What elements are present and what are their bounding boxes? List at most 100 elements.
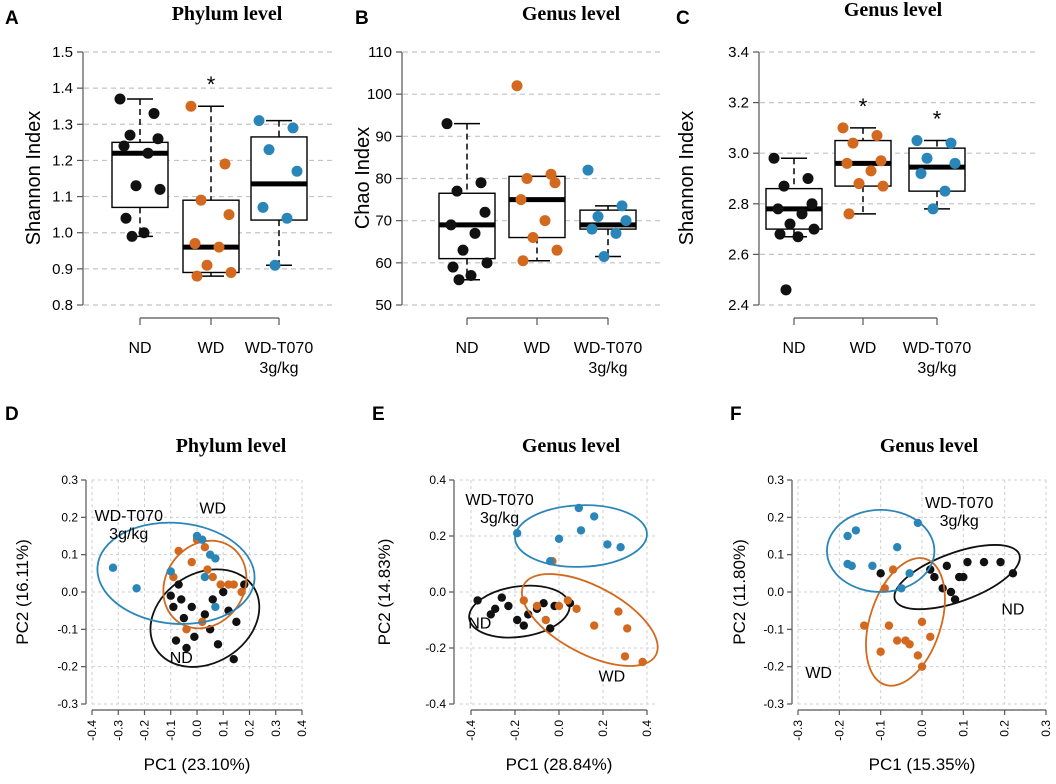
data-point: [225, 266, 237, 278]
data-point: [913, 651, 923, 660]
group-label: ND: [170, 650, 193, 667]
y-axis-label: PC2 (14.83%): [375, 539, 394, 646]
category-label: WD: [850, 340, 877, 357]
data-point: [171, 636, 181, 645]
data-point: [519, 621, 528, 630]
y-tick-label: 60: [375, 255, 392, 272]
data-point: [479, 206, 491, 218]
x-tick-label: -0.1: [874, 720, 888, 741]
data-point: [200, 610, 210, 619]
data-point: [515, 194, 527, 206]
data-point: [963, 557, 972, 567]
group-label: WD: [805, 665, 832, 682]
category-label-line: ND: [128, 340, 151, 357]
category-label: WD-T070 3g/kg: [903, 340, 972, 377]
category-label-line: WD-T070: [245, 340, 314, 357]
data-point: [572, 604, 581, 613]
group-label-line: 3g/kg: [109, 526, 148, 543]
y-tick-label: 3.0: [728, 145, 749, 162]
data-point: [623, 624, 632, 633]
data-point: [938, 584, 947, 593]
data-point: [519, 596, 528, 605]
y-tick-label: -0.1: [57, 622, 78, 636]
data-point: [511, 80, 523, 92]
category-label-line: 3g/kg: [259, 360, 298, 377]
data-point: [213, 640, 223, 649]
data-point: [527, 232, 539, 244]
y-tick-label: 1.0: [52, 225, 73, 242]
panel-title: Genus level: [522, 435, 621, 457]
panel-title: Genus level: [880, 435, 979, 457]
data-point: [213, 241, 225, 253]
y-tick-label: 0.0: [61, 585, 78, 599]
y-tick-label: 1.1: [52, 189, 73, 206]
x-tick-label: -0.4: [464, 720, 478, 741]
y-tick-label: 0.1: [767, 548, 784, 562]
data-point: [187, 557, 196, 567]
panel-title: Phylum level: [176, 435, 287, 457]
data-point: [549, 177, 561, 189]
data-point: [859, 621, 869, 630]
data-point: [884, 621, 894, 630]
data-point: [843, 208, 855, 220]
data-point: [132, 584, 141, 593]
data-point: [198, 535, 207, 544]
data-point: [504, 601, 513, 611]
group-label-line: WD-T070: [465, 492, 534, 509]
y-axis-label: PC2 (11.80%): [730, 539, 749, 645]
category-label-line: WD-T070: [574, 340, 643, 357]
data-point: [778, 180, 790, 192]
data-point: [481, 257, 493, 269]
data-point: [142, 147, 154, 159]
data-point: [868, 561, 877, 571]
x-tick-label: -0.2: [508, 720, 522, 741]
data-point: [216, 580, 225, 589]
confidence-ellipse: [826, 508, 936, 593]
confidence-ellipse: [162, 539, 248, 630]
data-point: [445, 219, 457, 231]
data-point: [959, 572, 968, 582]
data-point: [808, 223, 820, 235]
x-tick-label: -0.4: [85, 720, 99, 741]
y-tick-label: 0.1: [61, 548, 78, 562]
data-point: [911, 135, 923, 147]
data-point: [888, 565, 898, 574]
data-point: [917, 662, 927, 671]
x-tick-label: 0.0: [915, 720, 929, 737]
y-tick-label: 70: [375, 213, 392, 230]
panel-title: Genus level: [844, 0, 943, 21]
group-label: WD: [598, 669, 625, 686]
data-point: [237, 587, 246, 597]
y-tick-label: -0.3: [57, 697, 78, 711]
panel-b: B Genus level Chao Index 50 60 70 80 90 100 110 ND…: [352, 3, 663, 377]
data-point: [108, 563, 118, 572]
group-label-line: ND: [468, 615, 491, 632]
x-tick-label: -0.1: [164, 720, 178, 741]
y-tick-label: -0.2: [763, 660, 784, 674]
data-point: [208, 572, 217, 582]
data-point: [837, 122, 849, 134]
x-tick-label: 0.2: [243, 720, 257, 737]
y-axis-label: Shannon Index: [676, 111, 698, 246]
data-point: [930, 572, 939, 582]
data-point: [177, 595, 186, 604]
data-point: [513, 615, 522, 625]
confidence-ellipse: [468, 584, 571, 639]
category-label-line: 3g/kg: [588, 360, 627, 377]
data-point: [939, 185, 951, 197]
x-tick-label: 0.2: [596, 720, 610, 737]
data-point: [182, 625, 191, 634]
data-point: [208, 595, 217, 604]
group-label: ND: [1001, 601, 1024, 618]
data-point: [780, 284, 792, 296]
y-tick-label: 0.0: [429, 585, 446, 599]
y-tick-label: 0.8: [52, 297, 73, 314]
category-label: ND: [128, 340, 151, 357]
data-point: [187, 602, 196, 612]
data-point: [269, 259, 281, 271]
data-point: [219, 587, 228, 597]
data-point: [893, 543, 902, 552]
group-label-line: WD-T070: [95, 508, 164, 525]
data-point: [897, 584, 906, 593]
significance-star: *: [859, 94, 868, 119]
